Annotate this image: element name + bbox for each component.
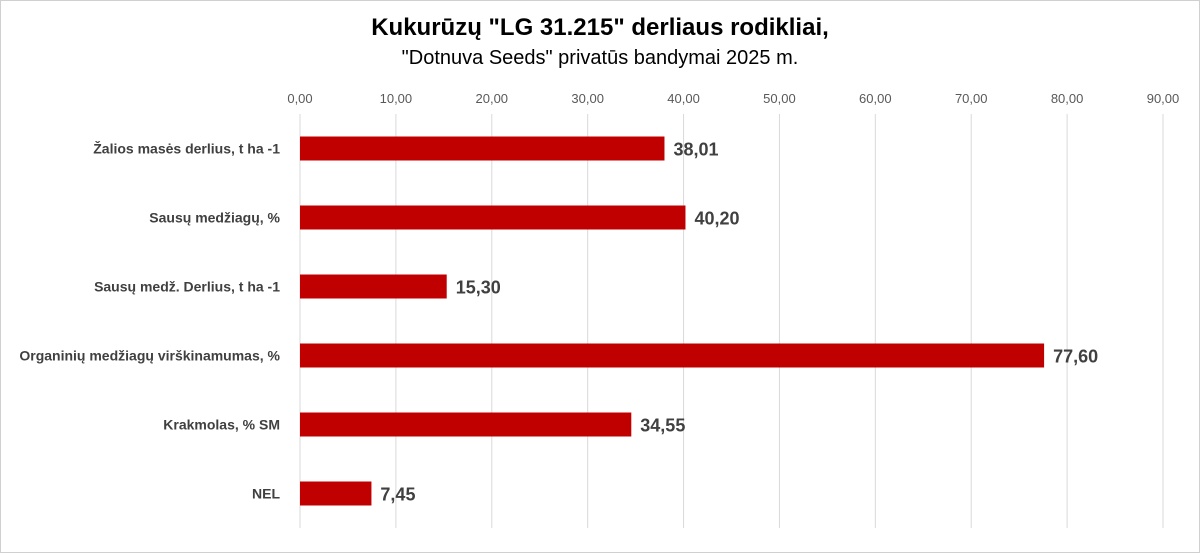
data-label: 34,55 bbox=[640, 416, 685, 436]
x-tick-label: 30,00 bbox=[571, 91, 604, 106]
category-label: Sausų medžiagų, % bbox=[149, 210, 280, 226]
x-axis-ticks: 0,00 10,00 20,00 30,00 40,00 50,00 60,00 70,00 8… bbox=[287, 91, 1179, 106]
x-tick-label: 10,00 bbox=[380, 91, 413, 106]
data-label: 7,45 bbox=[380, 485, 415, 505]
bar bbox=[300, 274, 447, 299]
x-tick-label: 90,00 bbox=[1147, 91, 1180, 106]
data-label: 38,01 bbox=[673, 140, 718, 160]
bar bbox=[300, 205, 686, 230]
chart-subtitle: "Dotnuva Seeds" privatūs bandymai 2025 m… bbox=[401, 47, 799, 69]
category-label: Sausų medž. Derlius, t ha -1 bbox=[94, 279, 280, 295]
bars bbox=[300, 136, 1045, 506]
data-label: 77,60 bbox=[1053, 347, 1098, 367]
category-label: Organinių medžiagų virškinamumas, % bbox=[19, 348, 280, 364]
x-tick-label: 20,00 bbox=[476, 91, 509, 106]
data-labels: 38,01 40,20 15,30 77,60 34,55 7,45 bbox=[380, 140, 1098, 505]
category-label: Žalios masės derlius, t ha -1 bbox=[93, 140, 280, 157]
x-tick-label: 80,00 bbox=[1051, 91, 1084, 106]
bar bbox=[300, 412, 632, 437]
chart-title: Kukurūzų "LG 31.215" derliaus rodikliai, bbox=[371, 14, 829, 41]
data-label: 40,20 bbox=[694, 209, 739, 229]
category-label: NEL bbox=[252, 486, 280, 502]
data-label: 15,30 bbox=[456, 278, 501, 298]
category-labels: Žalios masės derlius, t ha -1 Sausų medži… bbox=[19, 140, 280, 502]
x-tick-label: 50,00 bbox=[763, 91, 796, 106]
category-label: Krakmolas, % SM bbox=[163, 417, 280, 433]
bar bbox=[300, 136, 665, 161]
x-tick-label: 60,00 bbox=[859, 91, 892, 106]
bar bbox=[300, 343, 1045, 368]
bar bbox=[300, 481, 372, 506]
x-tick-label: 40,00 bbox=[667, 91, 700, 106]
gridlines bbox=[299, 114, 1164, 528]
x-tick-label: 0,00 bbox=[287, 91, 312, 106]
x-tick-label: 70,00 bbox=[955, 91, 988, 106]
